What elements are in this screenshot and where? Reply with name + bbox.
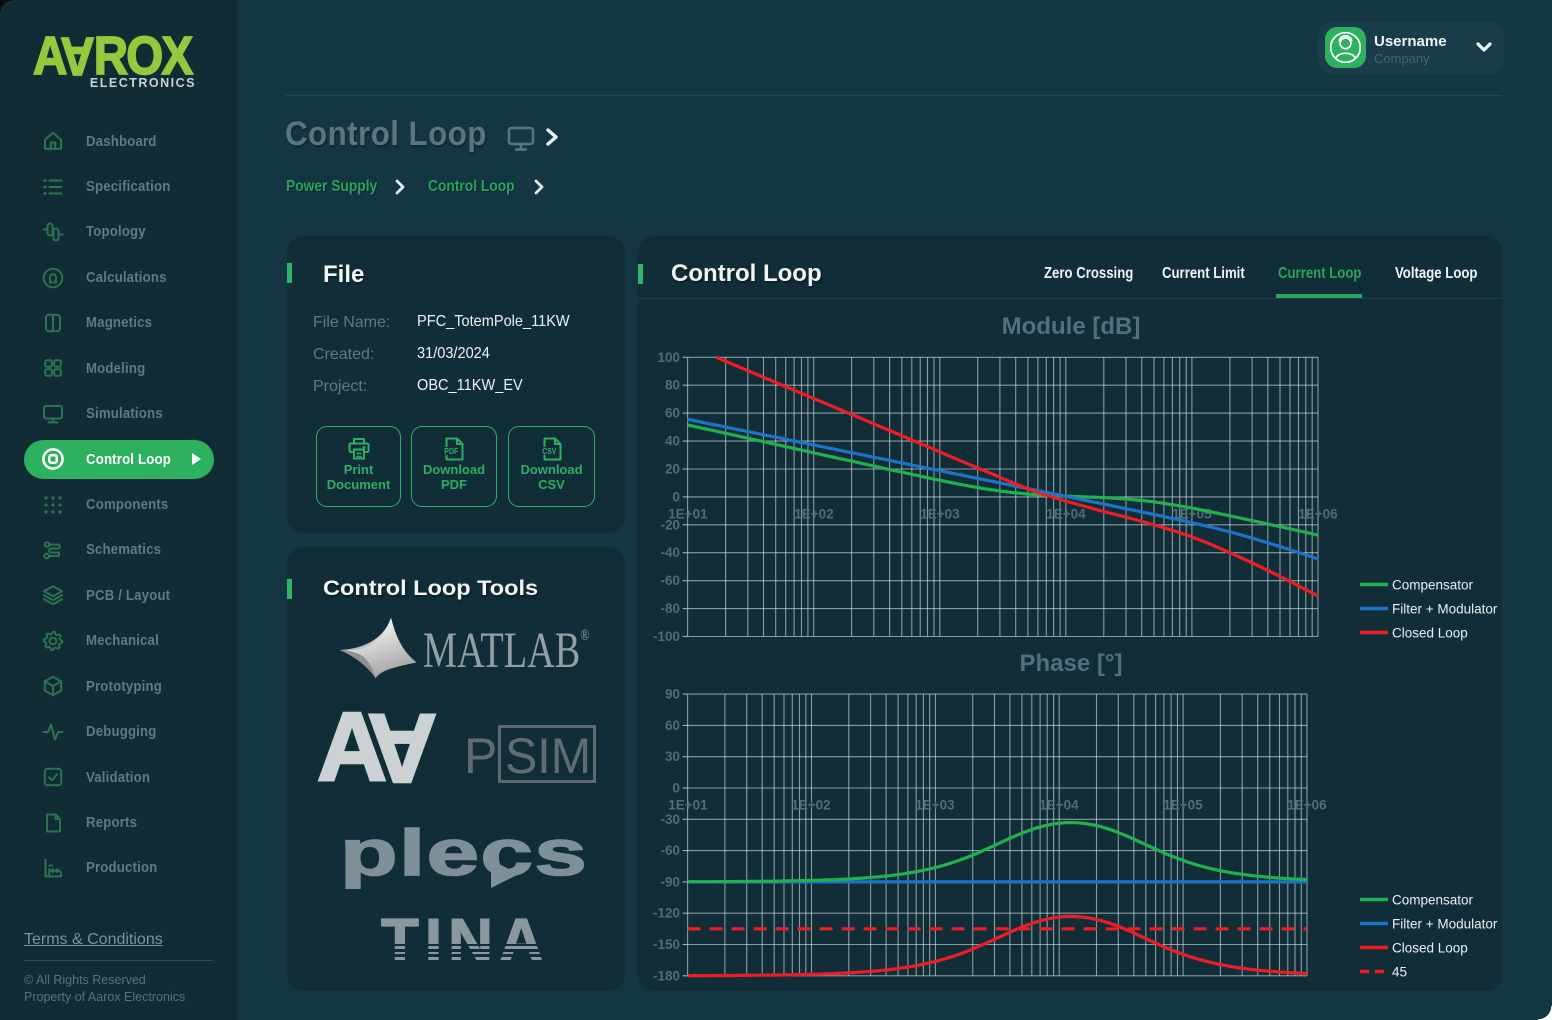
svg-text:CSV: CSV xyxy=(542,446,556,456)
svg-text:0: 0 xyxy=(672,489,680,504)
svg-text:1E+04: 1E+04 xyxy=(1039,798,1079,813)
svg-text:Filter + Modulator: Filter + Modulator xyxy=(1392,602,1498,617)
svg-text:Compensator: Compensator xyxy=(1392,578,1474,593)
svg-text:1E+01: 1E+01 xyxy=(668,798,708,813)
svg-text:1E+01: 1E+01 xyxy=(668,507,708,522)
svg-text:1E+02: 1E+02 xyxy=(791,798,830,813)
svg-text:1E+03: 1E+03 xyxy=(920,507,960,522)
svg-text:45: 45 xyxy=(1392,965,1407,980)
svg-text:-80: -80 xyxy=(660,601,680,616)
svg-text:-20: -20 xyxy=(660,517,680,532)
svg-text:-60: -60 xyxy=(660,573,680,588)
svg-text:-90: -90 xyxy=(660,874,680,889)
svg-text:80: 80 xyxy=(665,378,680,393)
svg-text:1E+04: 1E+04 xyxy=(1046,507,1086,522)
svg-text:Compensator: Compensator xyxy=(1392,893,1474,908)
svg-text:Filter + Modulator: Filter + Modulator xyxy=(1392,917,1498,932)
svg-text:-100: -100 xyxy=(653,629,680,644)
svg-text:1E+03: 1E+03 xyxy=(915,798,955,813)
svg-text:Closed Loop: Closed Loop xyxy=(1392,941,1468,956)
svg-text:Module [dB]: Module [dB] xyxy=(1002,313,1141,340)
svg-text:30: 30 xyxy=(665,749,680,764)
svg-text:40: 40 xyxy=(665,434,680,449)
svg-text:100: 100 xyxy=(657,350,680,365)
svg-text:-180: -180 xyxy=(653,968,680,983)
svg-text:-40: -40 xyxy=(660,545,680,560)
svg-text:90: 90 xyxy=(665,687,680,702)
svg-text:60: 60 xyxy=(665,406,680,421)
svg-text:1E+06: 1E+06 xyxy=(1287,798,1327,813)
svg-text:20: 20 xyxy=(665,462,680,477)
svg-text:1E+02: 1E+02 xyxy=(794,507,833,522)
svg-text:1E+05: 1E+05 xyxy=(1163,798,1203,813)
svg-text:0: 0 xyxy=(672,781,680,796)
svg-text:Closed Loop: Closed Loop xyxy=(1392,626,1468,641)
svg-text:-30: -30 xyxy=(660,812,680,827)
svg-text:SIM: SIM xyxy=(505,728,591,784)
svg-text:60: 60 xyxy=(665,718,680,733)
svg-text:1E+06: 1E+06 xyxy=(1298,507,1338,522)
svg-text:Phase [°]: Phase [°] xyxy=(1020,650,1123,677)
svg-text:-60: -60 xyxy=(660,843,680,858)
svg-text:PDF: PDF xyxy=(444,446,458,456)
svg-text:P: P xyxy=(464,728,497,784)
svg-text:-120: -120 xyxy=(653,906,680,921)
svg-text:-150: -150 xyxy=(653,937,680,952)
